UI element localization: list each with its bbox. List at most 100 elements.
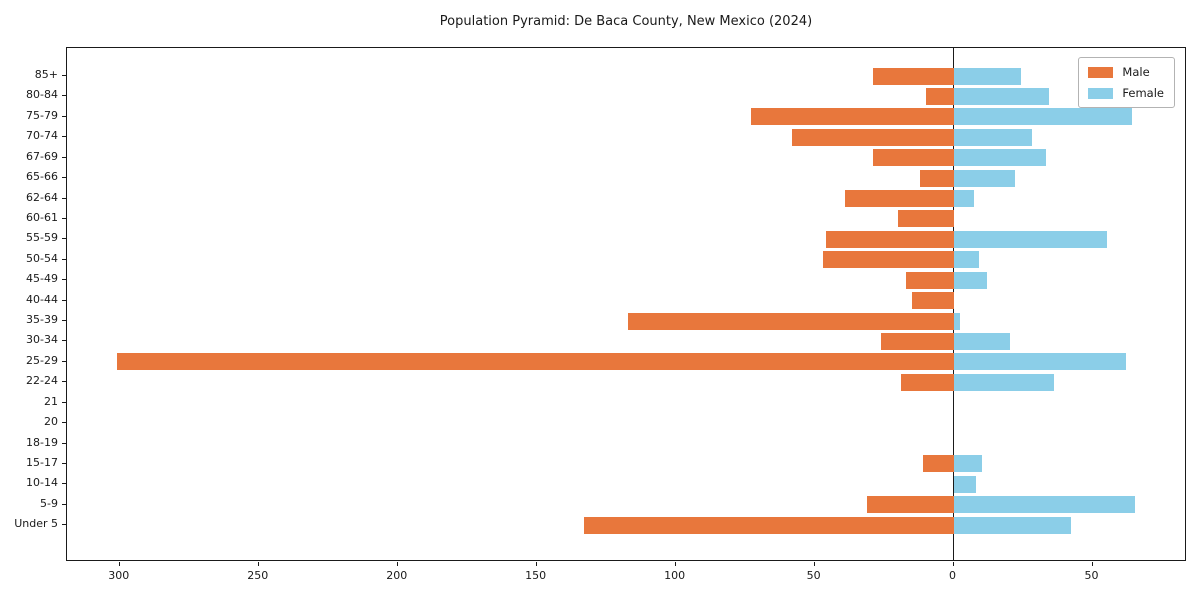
zero-axis-line bbox=[953, 48, 955, 560]
bar-male-65-66 bbox=[920, 169, 954, 187]
bar-male-75-79 bbox=[750, 108, 954, 126]
x-tick-mark bbox=[396, 562, 398, 566]
bar-female-under-5 bbox=[954, 516, 1071, 534]
y-axis-label-67-69: 67-69 bbox=[26, 149, 58, 163]
y-axis-label-30-34: 30-34 bbox=[26, 333, 58, 347]
y-axis-label-5-9: 5-9 bbox=[40, 496, 58, 510]
bar-male-25-29 bbox=[117, 353, 954, 371]
y-axis-label-55-59: 55-59 bbox=[26, 231, 58, 245]
y-axis-label-62-64: 62-64 bbox=[26, 190, 58, 204]
chart-title: Population Pyramid: De Baca County, New … bbox=[439, 14, 813, 29]
y-axis-label-10-14: 10-14 bbox=[26, 476, 58, 490]
bar-male-45-49 bbox=[906, 271, 954, 289]
y-tick-mark bbox=[62, 320, 66, 322]
y-axis-label-45-49: 45-49 bbox=[26, 272, 58, 286]
legend-item-male: Male bbox=[1088, 65, 1164, 79]
x-axis-label-100: 100 bbox=[664, 569, 686, 582]
bar-female-10-14 bbox=[954, 475, 977, 493]
bar-female-25-29 bbox=[954, 353, 1127, 371]
y-tick-mark bbox=[62, 136, 66, 138]
y-axis-label-25-29: 25-29 bbox=[26, 353, 58, 367]
plot-area: Male Female bbox=[66, 47, 1186, 561]
bar-female-45-49 bbox=[954, 271, 988, 289]
x-axis-label-150: 150 bbox=[525, 569, 547, 582]
bar-male-22-24 bbox=[900, 373, 954, 391]
bar-male-62-64 bbox=[845, 190, 954, 208]
y-tick-mark bbox=[62, 156, 66, 158]
y-tick-mark bbox=[62, 483, 66, 485]
bar-female-70-74 bbox=[954, 128, 1032, 146]
y-tick-mark bbox=[62, 258, 66, 260]
y-axis-label-under-5: Under 5 bbox=[14, 517, 58, 531]
legend-female-label: Female bbox=[1122, 86, 1164, 100]
bar-female-30-34 bbox=[954, 332, 1010, 350]
y-axis-label-35-39: 35-39 bbox=[26, 313, 58, 327]
x-tick-mark bbox=[952, 562, 954, 566]
y-axis-label-50-54: 50-54 bbox=[26, 251, 58, 265]
y-tick-mark bbox=[62, 75, 66, 76]
bar-male-under-5 bbox=[583, 516, 954, 534]
bar-male-60-61 bbox=[897, 210, 954, 228]
bar-male-67-69 bbox=[872, 149, 954, 167]
x-tick-mark bbox=[118, 562, 120, 566]
x-tick-mark bbox=[674, 562, 676, 566]
y-axis-label-40-44: 40-44 bbox=[26, 292, 58, 306]
bar-female-5-9 bbox=[954, 496, 1135, 514]
x-axis-label-300: 300 bbox=[108, 569, 130, 582]
y-tick-mark bbox=[62, 217, 66, 219]
y-tick-mark bbox=[62, 177, 66, 179]
x-axis-label-250: 250 bbox=[247, 569, 269, 582]
bar-male-70-74 bbox=[792, 128, 954, 146]
bar-female-62-64 bbox=[954, 190, 974, 208]
bar-female-15-17 bbox=[954, 455, 982, 473]
y-tick-mark bbox=[62, 360, 66, 362]
y-axis-label-21: 21 bbox=[44, 394, 58, 408]
y-axis-label-22-24: 22-24 bbox=[26, 374, 58, 388]
y-tick-mark bbox=[62, 299, 66, 301]
y-axis-label-18-19: 18-19 bbox=[26, 435, 58, 449]
y-tick-mark bbox=[62, 422, 66, 424]
bar-male-40-44 bbox=[911, 292, 954, 310]
y-axis-label-75-79: 75-79 bbox=[26, 108, 58, 122]
bar-female-67-69 bbox=[954, 149, 1046, 167]
y-axis-label-15-17: 15-17 bbox=[26, 455, 58, 469]
bar-male-85+ bbox=[872, 67, 954, 85]
bar-female-35-39 bbox=[954, 312, 960, 330]
y-axis-label-80-84: 80-84 bbox=[26, 88, 58, 102]
bar-female-85+ bbox=[954, 67, 1021, 85]
legend-item-female: Female bbox=[1088, 86, 1164, 100]
bar-male-80-84 bbox=[925, 87, 954, 105]
y-axis-label-60-61: 60-61 bbox=[26, 210, 58, 224]
y-axis-label-70-74: 70-74 bbox=[26, 129, 58, 143]
y-axis-label-85+: 85+ bbox=[34, 68, 58, 81]
y-tick-mark bbox=[62, 115, 66, 117]
legend-male-swatch bbox=[1088, 66, 1114, 78]
x-tick-mark bbox=[1091, 562, 1093, 566]
y-tick-mark bbox=[62, 462, 66, 464]
y-tick-mark bbox=[62, 381, 66, 383]
bar-male-30-34 bbox=[881, 332, 954, 350]
y-tick-mark bbox=[62, 503, 66, 505]
bar-female-22-24 bbox=[954, 373, 1055, 391]
legend-female-swatch bbox=[1088, 87, 1114, 99]
x-tick-mark bbox=[813, 562, 815, 566]
x-axis-label-50: 50 bbox=[806, 569, 821, 582]
bar-female-75-79 bbox=[954, 108, 1132, 126]
x-axis-label-200: 200 bbox=[386, 569, 408, 582]
y-tick-mark bbox=[62, 197, 66, 199]
x-axis-label-50: 50 bbox=[1084, 569, 1099, 582]
y-axis-label-20: 20 bbox=[44, 415, 58, 429]
y-tick-mark bbox=[62, 95, 66, 97]
bar-female-50-54 bbox=[954, 251, 980, 269]
legend-male-label: Male bbox=[1122, 65, 1150, 79]
y-tick-mark bbox=[62, 279, 66, 281]
bar-male-5-9 bbox=[867, 496, 954, 514]
y-axis-label-65-66: 65-66 bbox=[26, 170, 58, 184]
y-tick-mark bbox=[62, 524, 66, 526]
x-tick-mark bbox=[535, 562, 537, 566]
bar-female-55-59 bbox=[954, 230, 1107, 248]
bar-male-35-39 bbox=[628, 312, 954, 330]
y-tick-mark bbox=[62, 442, 66, 444]
legend: Male Female bbox=[1078, 57, 1175, 108]
